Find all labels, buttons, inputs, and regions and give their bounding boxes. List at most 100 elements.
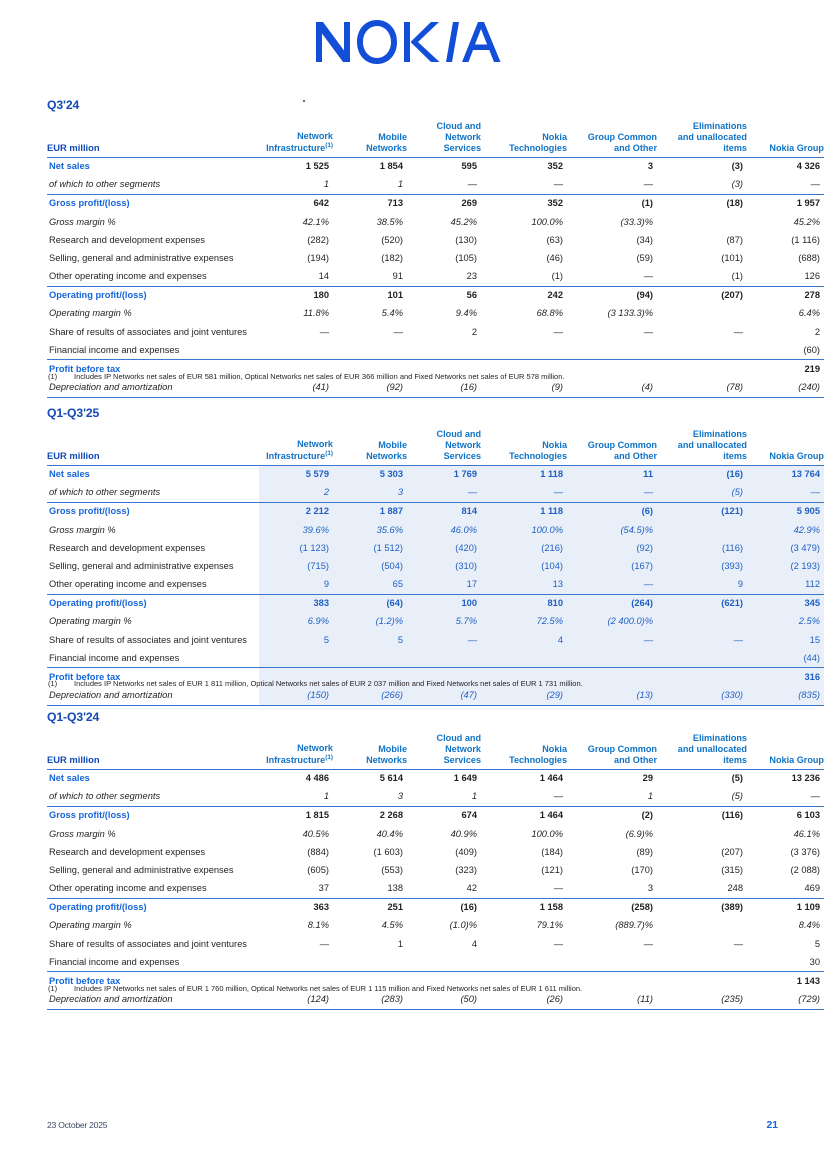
table-row-gross-profit: Gross profit/(loss) 1 815 2 268 674 1 46…	[47, 806, 824, 825]
column-header-group-common-and-other: Group Common and Other	[567, 733, 657, 770]
footer-date: 23 October 2025	[47, 1120, 108, 1130]
table-row-gross-profit: Gross profit/(loss) 2 212 1 887 814 1 11…	[47, 502, 824, 522]
column-header-nokia-technologies: Nokia Technologies	[481, 429, 567, 466]
row-label: Gross margin %	[49, 828, 116, 839]
table-row-other-segments: of which to other segments 1 3 1 — 1 (5)…	[47, 787, 824, 807]
nokia-wordmark-icon	[315, 20, 500, 64]
cell: (4)	[567, 378, 657, 398]
cell: 1 464	[539, 773, 563, 784]
cell: (33.3)%	[620, 216, 653, 227]
cell: 56	[466, 290, 477, 301]
cell: 1 143	[796, 975, 820, 986]
cell: —	[643, 938, 653, 949]
row-label: Gross margin %	[49, 216, 116, 227]
cell: 4	[481, 630, 567, 650]
cell: —	[481, 483, 567, 503]
cell: 1 815	[305, 810, 329, 821]
cell: —	[567, 575, 657, 595]
cell: (389)	[721, 902, 743, 913]
cell: (104)	[481, 557, 567, 576]
cell: —	[747, 175, 824, 195]
row-label: Operating margin %	[49, 616, 132, 627]
cell: 352	[547, 161, 563, 172]
footnote-text: Includes IP Networks net sales of EUR 1 …	[74, 679, 583, 688]
cell: (240)	[747, 378, 824, 398]
cell: —	[567, 483, 657, 503]
cell	[407, 667, 481, 687]
row-label: Gross profit/(loss)	[49, 506, 130, 517]
cell: (1)	[657, 267, 747, 287]
cell: 363	[313, 902, 329, 913]
page-footer: 23 October 2025 21	[47, 1120, 778, 1131]
cell: 810	[481, 594, 567, 613]
cell: (44)	[747, 649, 824, 669]
cell	[657, 953, 747, 973]
column-header-cloud-network-services: Cloud and Network Services	[407, 121, 481, 158]
cell: (184)	[541, 846, 563, 857]
cell: 5 579	[259, 465, 333, 484]
cell: 100	[407, 594, 481, 613]
cell: 1	[567, 787, 657, 807]
cell: 248	[657, 879, 747, 899]
table-row-profit-before-tax: Profit before tax 219	[47, 360, 824, 379]
cell: 5	[259, 630, 333, 650]
cell: 1	[259, 175, 333, 195]
cell: —	[567, 630, 657, 650]
cell: (3 376)	[790, 846, 820, 857]
table-row-sga: Selling, general and administrative expe…	[47, 249, 824, 267]
row-label: Other operating income and expenses	[47, 879, 259, 899]
table-row-other-segments: of which to other segments 1 1 — — — (3)…	[47, 175, 824, 195]
cell	[657, 825, 747, 843]
cell: —	[747, 483, 824, 503]
cell: 9	[259, 575, 333, 595]
cell: (50)	[407, 990, 481, 1010]
cell: (130)	[455, 234, 477, 245]
cell: (1.0)%	[449, 920, 477, 931]
cell: (124)	[259, 990, 333, 1010]
row-label: Financial income and expenses	[47, 953, 259, 973]
cell: 180	[313, 290, 329, 301]
cell: (715)	[259, 557, 333, 576]
cell: (330)	[657, 686, 747, 706]
cell: (1)	[481, 267, 567, 287]
cell: 814	[407, 502, 481, 522]
cell: 6.4%	[798, 308, 820, 319]
row-label: Research and development expenses	[49, 542, 206, 553]
cell	[567, 341, 657, 361]
cell	[657, 649, 747, 669]
cell: (47)	[407, 686, 481, 706]
cell: (2)	[641, 810, 653, 821]
cell	[481, 341, 567, 361]
cell: —	[553, 326, 563, 337]
cell: —	[407, 630, 481, 650]
cell	[481, 649, 567, 669]
cell: 126	[747, 267, 824, 287]
cell: 1 769	[407, 465, 481, 484]
footnote-marker: (1)	[48, 372, 58, 381]
table-row-share-results: Share of results of associates and joint…	[47, 323, 824, 341]
cell: (1 123)	[259, 539, 333, 558]
cell: 65	[333, 575, 407, 595]
cell: 138	[333, 879, 407, 899]
row-label: Share of results of associates and joint…	[49, 938, 247, 949]
cell: (283)	[333, 990, 407, 1010]
table-footnote: (1) Includes IP Networks net sales of EUR…	[48, 984, 582, 993]
table-row-operating-margin: Operating margin % 11.8% 5.4% 9.4% 68.8%…	[47, 305, 824, 323]
segment-table: Q3'24 EUR million Network Infrastructure…	[47, 98, 824, 398]
cell: 2.5%	[747, 612, 824, 631]
cell: 1	[333, 175, 407, 195]
cell	[259, 649, 333, 669]
cell	[259, 341, 333, 361]
row-label: Net sales	[49, 469, 90, 480]
cell	[481, 667, 567, 687]
cell: (889.7)%	[615, 920, 653, 931]
nokia-logo	[0, 18, 825, 71]
row-label: Gross margin %	[49, 524, 116, 535]
column-header-eliminations: Eliminations and unallocated items	[657, 733, 747, 770]
table-row-depreciation: Depreciation and amortization (124) (283…	[47, 990, 824, 1010]
cell: —	[481, 787, 567, 807]
period-title: Q1-Q3'24	[47, 710, 100, 724]
cell: (3 133.3)%	[607, 308, 653, 319]
column-header-nokia-technologies: Nokia Technologies	[481, 733, 567, 770]
cell: (63)	[546, 234, 563, 245]
